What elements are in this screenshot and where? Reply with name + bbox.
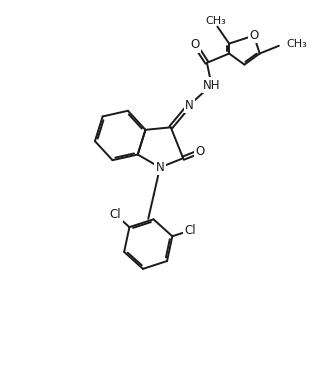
Text: O: O — [196, 145, 205, 158]
Text: O: O — [249, 29, 258, 42]
Text: N: N — [156, 161, 164, 174]
Text: N: N — [185, 99, 194, 112]
Text: Cl: Cl — [110, 208, 122, 221]
Text: CH₃: CH₃ — [286, 39, 307, 49]
Text: NH: NH — [203, 78, 220, 92]
Text: Cl: Cl — [184, 224, 196, 237]
Text: O: O — [190, 38, 200, 51]
Text: CH₃: CH₃ — [205, 16, 226, 26]
